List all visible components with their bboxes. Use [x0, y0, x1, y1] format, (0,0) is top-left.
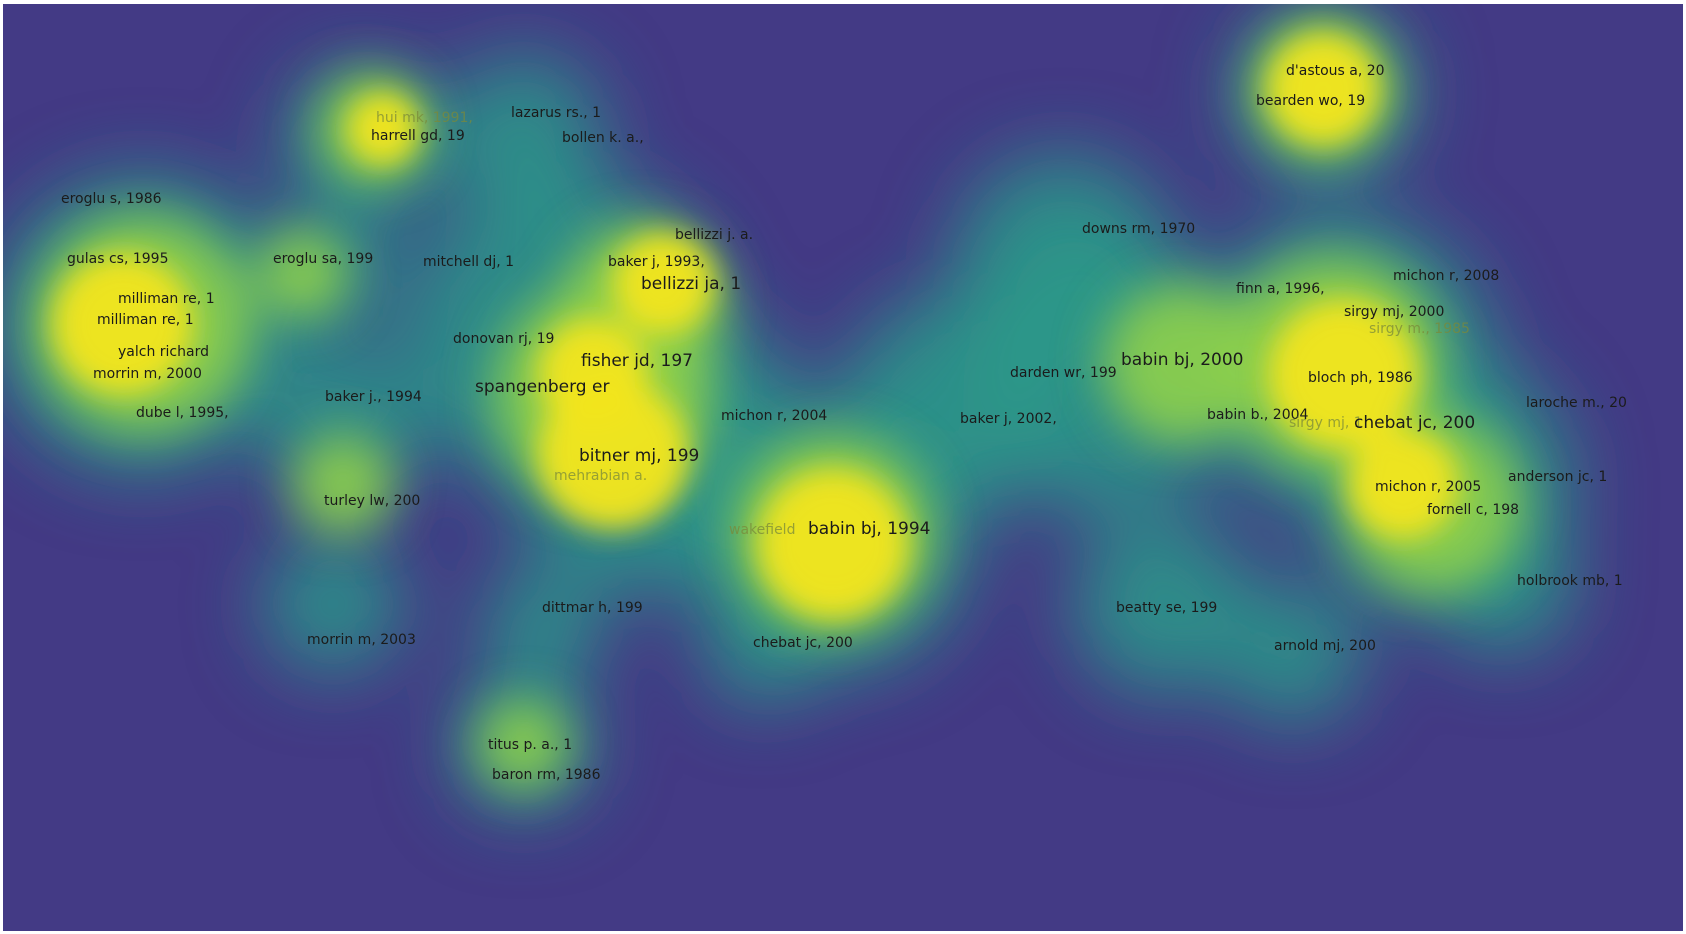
- node-label[interactable]: milliman re, 1: [118, 291, 215, 307]
- density-blob: [758, 469, 908, 619]
- node-label[interactable]: spangenberg er: [475, 377, 609, 397]
- node-label[interactable]: dittmar h, 199: [542, 600, 643, 616]
- node-label[interactable]: michon r, 2005: [1375, 479, 1481, 495]
- node-label[interactable]: baron rm, 1986: [492, 767, 601, 783]
- node-label[interactable]: arnold mj, 200: [1274, 638, 1376, 654]
- node-label[interactable]: titus p. a., 1: [488, 737, 572, 753]
- node-label[interactable]: babin bj, 2000: [1121, 350, 1244, 370]
- density-blob: [1268, 34, 1378, 144]
- density-map-canvas[interactable]: d'astous a, 20 bearden wo, 19 hui mk, 1991…: [3, 4, 1683, 931]
- node-label[interactable]: downs rm, 1970: [1082, 221, 1195, 237]
- density-blob: [348, 94, 418, 164]
- density-blob: [478, 699, 568, 789]
- node-label[interactable]: bearden wo, 19: [1256, 93, 1365, 109]
- node-label[interactable]: beatty se, 199: [1116, 600, 1217, 616]
- node-label[interactable]: babin b., 2004: [1207, 407, 1309, 423]
- node-label[interactable]: gulas cs, 1995: [67, 251, 169, 267]
- node-label[interactable]: eroglu sa, 199: [273, 251, 373, 267]
- density-blob: [1223, 584, 1363, 724]
- node-label[interactable]: hui mk, 1991,: [376, 110, 473, 126]
- node-label[interactable]: darden wr, 199: [1010, 365, 1117, 381]
- density-blob: [538, 319, 648, 429]
- node-label[interactable]: harrell gd, 19: [371, 128, 465, 144]
- node-label[interactable]: chebat jc, 200: [753, 635, 853, 651]
- node-label[interactable]: turley lw, 200: [324, 493, 420, 509]
- node-label[interactable]: fisher jd, 197: [581, 351, 693, 371]
- density-map[interactable]: d'astous a, 20 bearden wo, 19 hui mk, 1991…: [3, 4, 1683, 931]
- density-blob: [1073, 514, 1253, 694]
- node-label[interactable]: fornell c, 198: [1427, 502, 1519, 518]
- node-label[interactable]: mehrabian a.: [554, 468, 647, 484]
- density-blob: [53, 254, 193, 394]
- node-label[interactable]: michon r, 2004: [721, 408, 827, 424]
- label-layer: d'astous a, 20 bearden wo, 19 hui mk, 1991…: [61, 63, 1627, 783]
- density-blob: [263, 534, 403, 674]
- density-blob: [483, 564, 603, 684]
- node-label[interactable]: bitner mj, 199: [579, 446, 699, 466]
- node-label[interactable]: chebat jc, 200: [1354, 413, 1475, 433]
- node-label[interactable]: dube l, 1995,: [136, 405, 229, 421]
- node-label[interactable]: bellizzi j. a.: [675, 227, 753, 243]
- density-blob: [1348, 429, 1458, 539]
- node-label[interactable]: morrin m, 2003: [307, 632, 416, 648]
- density-blob: [613, 234, 713, 334]
- density-blob: [1103, 284, 1263, 444]
- node-label[interactable]: anderson jc, 1: [1508, 469, 1607, 485]
- node-label[interactable]: baker j., 1994: [325, 389, 422, 405]
- density-blob: [1268, 299, 1418, 449]
- node-label[interactable]: d'astous a, 20: [1286, 63, 1385, 79]
- node-label[interactable]: bellizzi ja, 1: [641, 274, 741, 294]
- density-blob: [258, 229, 348, 319]
- node-label[interactable]: lazarus rs., 1: [511, 105, 601, 121]
- node-label[interactable]: sirgy mj, 1: [1289, 415, 1363, 431]
- node-label[interactable]: sirgy mj, 2000: [1344, 304, 1444, 320]
- node-label[interactable]: mitchell dj, 1: [423, 254, 514, 270]
- density-layer-high: [53, 34, 1458, 619]
- node-label[interactable]: donovan rj, 19: [453, 331, 554, 347]
- node-label[interactable]: baker j, 1993,: [608, 254, 705, 270]
- node-label[interactable]: wakefield: [729, 522, 795, 538]
- node-label[interactable]: holbrook mb, 1: [1517, 573, 1623, 589]
- node-label[interactable]: milliman re, 1: [97, 312, 194, 328]
- node-label[interactable]: finn a, 1996,: [1236, 281, 1325, 297]
- node-label[interactable]: baker j, 2002,: [960, 411, 1057, 427]
- node-label[interactable]: yalch richard: [118, 344, 209, 360]
- node-label[interactable]: bloch ph, 1986: [1308, 370, 1413, 386]
- node-label[interactable]: eroglu s, 1986: [61, 191, 162, 207]
- node-label[interactable]: bollen k. a.,: [562, 130, 644, 146]
- node-label[interactable]: laroche m., 20: [1526, 395, 1627, 411]
- node-label[interactable]: babin bj, 1994: [808, 519, 931, 539]
- node-label[interactable]: michon r, 2008: [1393, 268, 1499, 284]
- density-blob: [293, 434, 393, 534]
- node-label[interactable]: sirgy m., 1985: [1369, 321, 1470, 337]
- node-label[interactable]: morrin m, 2000: [93, 366, 202, 382]
